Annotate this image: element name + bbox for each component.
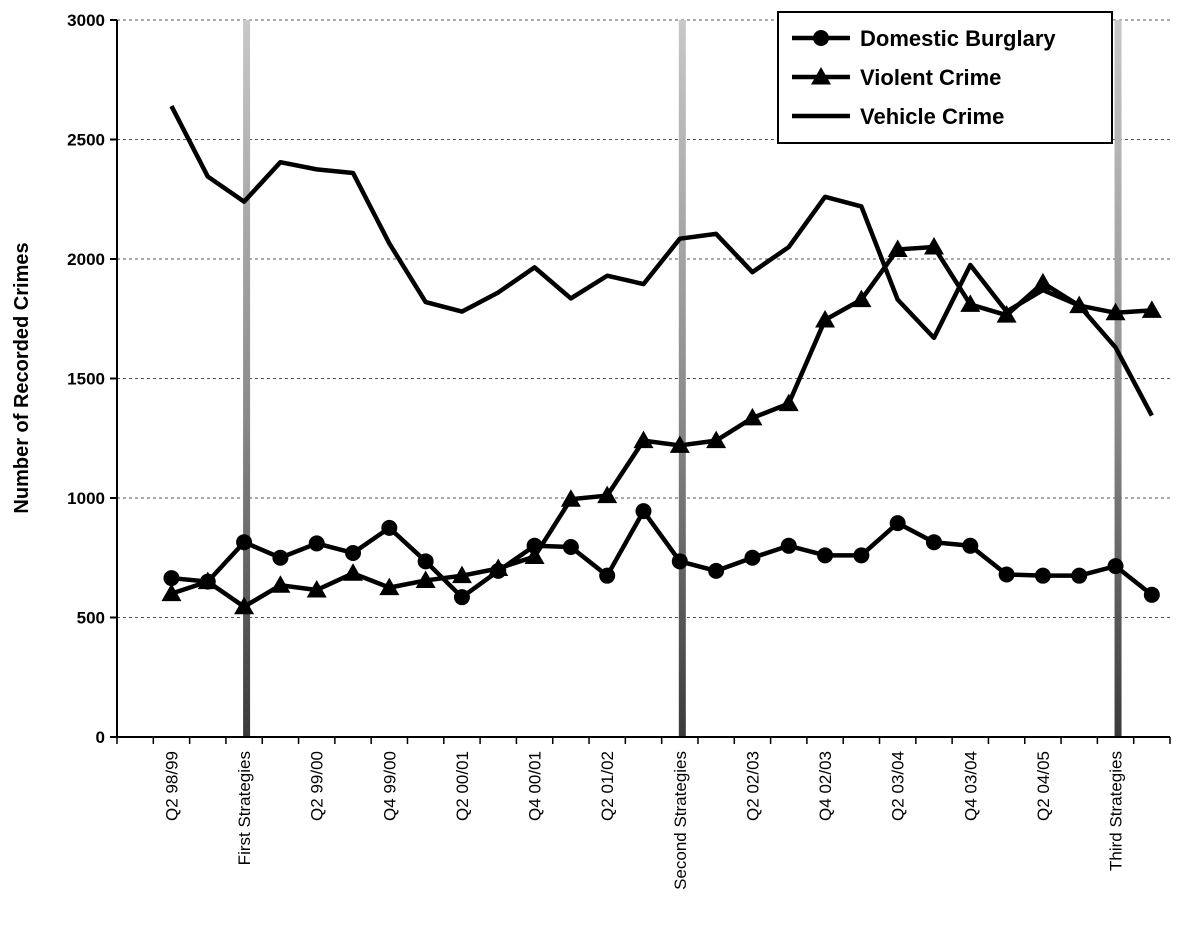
series-0-point-26	[1108, 558, 1124, 574]
series-0-point-21	[926, 534, 942, 550]
series-0-point-4	[309, 535, 325, 551]
y-tick-label-4: 2000	[67, 250, 105, 269]
series-line-1	[171, 247, 1151, 607]
legend-label-1: Violent Crime	[860, 65, 1001, 90]
series-0-point-14	[672, 553, 688, 569]
y-axis-title: Number of Recorded Crimes	[11, 242, 33, 513]
series-0-point-15	[708, 563, 724, 579]
x-tick-label-6: Q2 01/02	[598, 751, 617, 821]
series-0-point-16	[744, 550, 760, 566]
series-0-point-17	[781, 538, 797, 554]
series-1-point-5	[343, 563, 363, 581]
x-tick-label-8: Q2 02/03	[743, 751, 762, 821]
series-line-2	[171, 106, 1151, 416]
series-0-point-18	[817, 547, 833, 563]
series-0-point-23	[999, 566, 1015, 582]
x-tick-label-11: Q4 03/04	[961, 751, 980, 821]
strategy-marker-2	[679, 20, 686, 737]
series-1-point-18	[815, 310, 835, 328]
series-0-point-8	[454, 589, 470, 605]
y-tick-label-2: 1000	[67, 489, 105, 508]
series-0-point-3	[272, 550, 288, 566]
y-tick-labels: 0 500 1000 1500 2000 2500 3000	[67, 11, 105, 747]
x-tick-label-9: Q4 02/03	[816, 751, 835, 821]
series-1	[161, 237, 1161, 614]
series-1-point-17	[779, 394, 799, 412]
series-0-point-7	[418, 553, 434, 569]
strategy-marker-1	[243, 20, 250, 737]
strategy-marker-3	[1115, 20, 1122, 737]
series-0-point-20	[890, 515, 906, 531]
series-0-point-12	[599, 568, 615, 584]
series-2	[171, 106, 1151, 416]
y-tick-label-6: 3000	[67, 11, 105, 30]
x-tick-label-13: Third Strategies	[1107, 751, 1126, 871]
legend-label-2: Vehicle Crime	[860, 104, 1004, 129]
series-0-point-25	[1071, 568, 1087, 584]
series-0-point-19	[853, 547, 869, 563]
x-tick-label-4: Q2 00/01	[453, 751, 472, 821]
y-tick-label-3: 1500	[67, 370, 105, 389]
x-tick-label-10: Q2 03/04	[889, 751, 908, 821]
legend: Domestic Burglary Violent Crime Vehicle Cr…	[778, 12, 1112, 143]
series-0-point-13	[636, 503, 652, 519]
x-tick-label-12: Q2 04/05	[1034, 751, 1053, 821]
legend-marker-0	[813, 30, 829, 46]
x-tick-label-0: Q2 98/99	[162, 751, 181, 821]
y-tick-label-5: 2500	[67, 131, 105, 150]
series-0-point-2	[236, 534, 252, 550]
y-tick-label-0: 0	[96, 728, 105, 747]
series-0-point-5	[345, 545, 361, 561]
series-0-point-24	[1035, 568, 1051, 584]
x-tick-label-7: Second Strategies	[671, 751, 690, 890]
series-0-point-6	[381, 520, 397, 536]
series-1-point-24	[1033, 273, 1053, 291]
legend-label-0: Domestic Burglary	[860, 26, 1056, 51]
series-0-point-27	[1144, 587, 1160, 603]
series-0-point-11	[563, 539, 579, 555]
x-tick-labels: Q2 98/99 First Strategies Q2 99/00 Q4 99/00…	[162, 751, 1125, 890]
series-lines	[161, 106, 1161, 614]
x-tick-label-3: Q4 99/00	[380, 751, 399, 821]
series-0-point-22	[962, 538, 978, 554]
x-tick-label-2: Q2 99/00	[308, 751, 327, 821]
y-tick-label-1: 500	[77, 609, 105, 628]
x-tick-label-5: Q4 00/01	[526, 751, 545, 821]
x-tick-label-1: First Strategies	[235, 751, 254, 865]
